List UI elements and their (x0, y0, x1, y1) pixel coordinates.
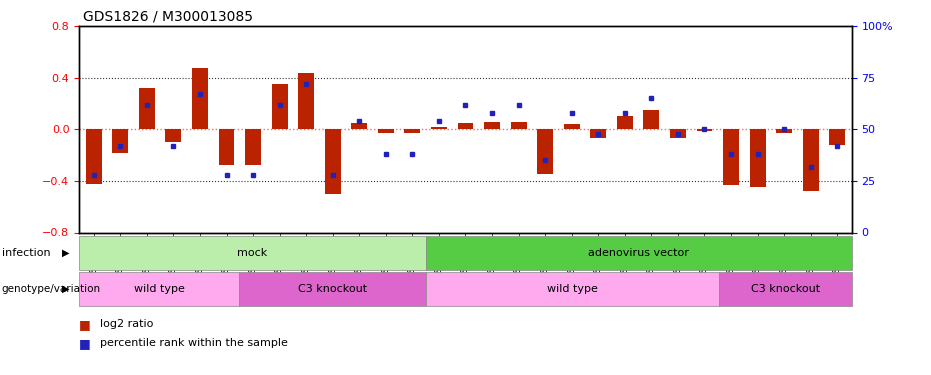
Text: log2 ratio: log2 ratio (100, 320, 153, 329)
Bar (484, 122, 500, 129)
Text: GDS1826 / M300013085: GDS1826 / M300013085 (83, 9, 252, 23)
Bar (830, 129, 845, 145)
Bar (425, 236, 852, 270)
Bar (749, 129, 765, 188)
Bar (378, 129, 394, 133)
Bar (510, 122, 527, 129)
Bar (537, 129, 553, 174)
Text: mock: mock (237, 248, 267, 258)
Text: adenovirus vector: adenovirus vector (588, 248, 689, 258)
Bar (431, 127, 447, 129)
Bar (803, 129, 818, 191)
Bar (79, 236, 425, 270)
Bar (219, 129, 235, 165)
Bar (719, 272, 852, 306)
Bar (723, 129, 739, 185)
Text: ▶: ▶ (62, 248, 70, 258)
Bar (670, 129, 686, 138)
Bar (298, 73, 314, 129)
Bar (192, 68, 208, 129)
Bar (86, 129, 101, 183)
Bar (404, 129, 421, 133)
Text: C3 knockout: C3 knockout (298, 284, 367, 294)
Text: wild type: wild type (546, 284, 598, 294)
Bar (643, 110, 659, 129)
Bar (166, 129, 182, 142)
Bar (272, 84, 288, 129)
Bar (79, 272, 239, 306)
Bar (245, 129, 261, 165)
Bar (139, 88, 155, 129)
Text: C3 knockout: C3 knockout (750, 284, 820, 294)
Bar (696, 129, 712, 130)
Text: ■: ■ (79, 318, 91, 331)
Bar (239, 272, 425, 306)
Bar (590, 129, 606, 138)
Bar (325, 129, 341, 194)
Bar (776, 129, 792, 133)
Text: ▶: ▶ (62, 284, 70, 294)
Bar (113, 129, 128, 153)
Text: genotype/variation: genotype/variation (2, 284, 101, 294)
Bar (351, 123, 367, 129)
Bar (617, 117, 633, 129)
Text: percentile rank within the sample: percentile rank within the sample (100, 338, 288, 348)
Bar (457, 123, 474, 129)
Text: ■: ■ (79, 337, 91, 350)
Text: wild type: wild type (134, 284, 184, 294)
Text: infection: infection (2, 248, 50, 258)
Bar (425, 272, 719, 306)
Bar (564, 124, 580, 129)
